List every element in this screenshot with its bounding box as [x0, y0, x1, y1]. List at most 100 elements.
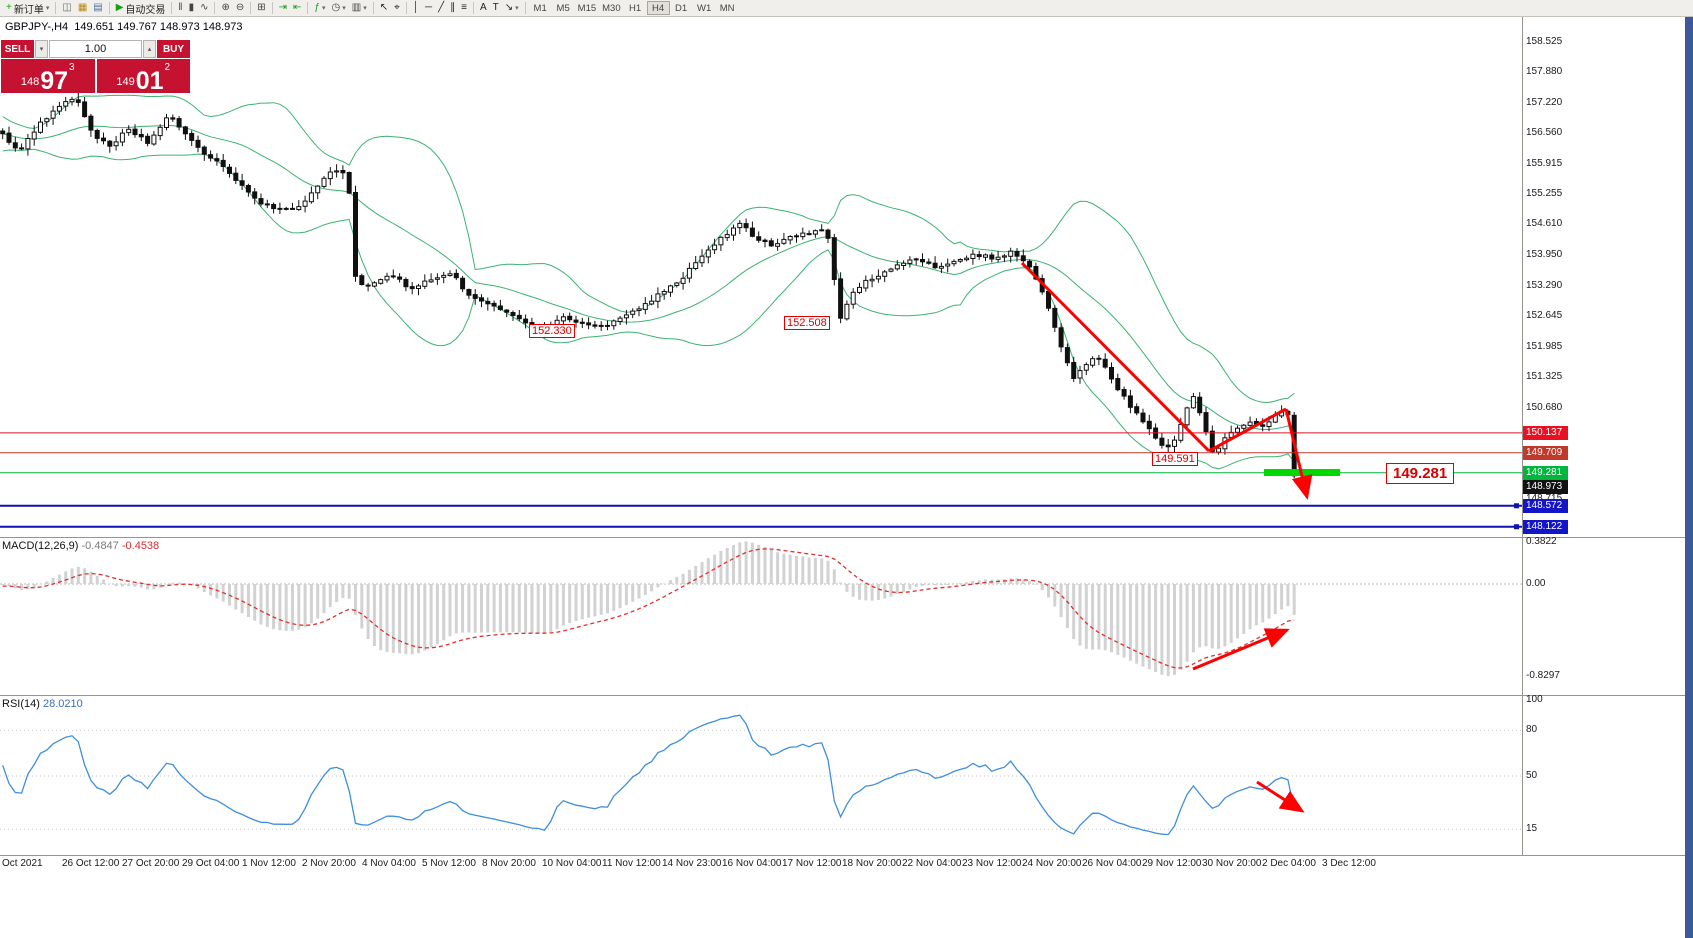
market-watch-button[interactable]: ▤	[90, 1, 105, 16]
time-axis-label: 14 Nov 23:00	[662, 858, 722, 869]
volume-up-icon[interactable]: ▴	[143, 40, 156, 58]
volume-input[interactable]	[49, 40, 142, 58]
chart-symbol-info: GBPJPY-,H4 149.651 149.767 148.973 148.9…	[5, 21, 243, 33]
new-order-button[interactable]: + 新订单 ▾	[3, 1, 52, 16]
bollinger-upper-band	[2, 94, 1295, 403]
buy-button[interactable]: BUY	[157, 40, 190, 58]
equidistant-channel-button[interactable]: ∥	[447, 1, 458, 16]
arrows-tool-button[interactable]: ↘ ▾	[502, 1, 522, 16]
fibonacci-icon: ≡	[461, 2, 467, 13]
macd-scale-label: 0.3822	[1526, 536, 1557, 547]
sell-price-display[interactable]: 148 97 3	[1, 59, 95, 93]
support-line-tag[interactable]: 149.281	[1523, 466, 1568, 480]
axis-price-label: 153.290	[1526, 280, 1563, 291]
time-axis-label: 5 Nov 12:00	[422, 858, 476, 869]
text-button[interactable]: A	[477, 1, 490, 16]
zoom-in-button[interactable]: ⊕	[218, 1, 232, 16]
trend-arrow[interactable]	[1284, 408, 1313, 500]
new-order-caret-icon: ▾	[45, 5, 50, 12]
timeframe-h1-button[interactable]: H1	[624, 1, 647, 15]
macd-value-2: -0.4538	[121, 540, 160, 552]
main-toolbar: + 新订单 ▾ ◫ ▦ ▤ ▶ 自动交易 ‖ ▮ ∿ ⊕ ⊖ ⊞ ⇥ ⇤ ƒ ▾ ◷ ▾ ▥ ▾ ↖ ⌖ │ ─ ╱ ∥ ≡ A T ↘ ▾ M1…	[0, 0, 1693, 17]
level2-line-tag-handle[interactable]	[1514, 524, 1519, 530]
resistance-line-tag[interactable]: 150.137	[1523, 426, 1568, 440]
vertical-line-icon: │	[412, 2, 419, 13]
low-note-3: 149.591	[1152, 452, 1198, 466]
toolbar-separator	[271, 2, 273, 14]
templates-button[interactable]: ▥ ▾	[349, 1, 370, 16]
auto-trading-icon: ▶	[115, 2, 124, 13]
profiles-button[interactable]: ▦	[75, 1, 90, 16]
target-note: 149.281	[1386, 463, 1455, 484]
trend-arrow[interactable]	[1208, 407, 1287, 453]
trend-arrow[interactable]	[1020, 261, 1211, 453]
periods-button[interactable]: ◷ ▾	[329, 1, 349, 16]
axis-price-label: 148.715	[1526, 493, 1562, 504]
market-watch-icon: ▤	[93, 2, 103, 13]
indicators-icon: ƒ	[314, 2, 320, 13]
auto-trading-button[interactable]: ▶ 自动交易	[113, 1, 169, 16]
templates-caret-icon: ▾	[363, 5, 367, 12]
zoom-out-icon: ⊖	[235, 2, 245, 13]
rsi-arrow[interactable]	[1256, 780, 1305, 813]
rsi-value: 28.0210	[42, 698, 83, 710]
timeframe-d1-button[interactable]: D1	[670, 1, 693, 15]
time-axis-label: 2 Nov 20:00	[302, 858, 356, 869]
toolbar-separator	[307, 2, 309, 14]
timeframe-m5-button[interactable]: M5	[552, 1, 575, 15]
trendline-button[interactable]: ╱	[435, 1, 447, 16]
equidistant-channel-icon: ∥	[450, 2, 456, 13]
timeframe-w1-button[interactable]: W1	[693, 1, 716, 15]
axis-price-label: 150.680	[1526, 402, 1563, 413]
horizontal-line-button[interactable]: ─	[422, 1, 435, 16]
cursor-button[interactable]: ↖	[377, 1, 391, 16]
timeframe-m15-button[interactable]: M15	[575, 1, 599, 15]
level1-line-tag[interactable]: 148.572	[1523, 499, 1568, 513]
trendline-icon: ╱	[438, 2, 445, 13]
level2-line-tag[interactable]: 148.122	[1523, 520, 1568, 534]
chart-windows-button[interactable]: ◫	[59, 1, 74, 16]
toolbar-separator	[372, 2, 374, 14]
timeframe-mn-button[interactable]: MN	[716, 1, 739, 15]
indicators-caret-icon: ▾	[321, 5, 326, 12]
bars-mode-button[interactable]: ‖	[175, 1, 185, 16]
macd-scale-label: 0.00	[1526, 578, 1546, 589]
timeframe-m1-button[interactable]: M1	[529, 1, 552, 15]
buy-price-small: 149	[116, 76, 135, 88]
fibonacci-button[interactable]: ≡	[458, 1, 470, 16]
time-axis-label: 26 Oct 12:00	[62, 858, 120, 869]
auto-scroll-button[interactable]: ⇥	[276, 1, 290, 16]
toolbar-separator	[472, 2, 474, 14]
sell-button[interactable]: SELL	[1, 40, 34, 58]
time-axis-label: 26 Nov 04:00	[1082, 858, 1142, 869]
text-label-button[interactable]: T	[490, 1, 502, 16]
volume-down-icon[interactable]: ▾	[35, 40, 48, 58]
crosshair-button[interactable]: ⌖	[391, 1, 403, 16]
axis-price-label: 151.985	[1526, 341, 1563, 352]
tile-windows-button[interactable]: ⊞	[254, 1, 268, 16]
chart-shift-button[interactable]: ⇤	[290, 1, 304, 16]
macd-arrow[interactable]	[1192, 628, 1290, 671]
bollinger-bands	[2, 94, 1295, 470]
indicators-button[interactable]: ƒ ▾	[311, 1, 328, 16]
vertical-scrollbar[interactable]	[1685, 17, 1693, 938]
auto-trading-label: 自动交易	[125, 4, 166, 16]
candles-mode-button[interactable]: ▮	[186, 1, 198, 16]
sell-price-big: 97	[40, 66, 69, 95]
buy-price-display[interactable]: 149 01 2	[96, 59, 190, 93]
level1-line-tag-handle[interactable]	[1514, 503, 1519, 509]
timeframe-m30-button[interactable]: M30	[599, 1, 623, 15]
resistance2-line-tag[interactable]: 149.709	[1523, 446, 1568, 460]
time-axis-label: Oct 2021	[2, 858, 43, 869]
text-label-icon: T	[492, 2, 499, 13]
toolbar-separator	[55, 2, 57, 14]
axis-price-label: 157.880	[1526, 66, 1563, 77]
zoom-out-button[interactable]: ⊖	[233, 1, 247, 16]
time-axis-label: 24 Nov 20:00	[1022, 858, 1082, 869]
line-mode-button[interactable]: ∿	[197, 1, 211, 16]
bid-price-tag[interactable]: 148.973	[1523, 480, 1568, 494]
axis-price-label: 158.525	[1526, 36, 1563, 47]
timeframe-h4-button[interactable]: H4	[646, 1, 670, 15]
vertical-line-button[interactable]: │	[410, 1, 422, 16]
